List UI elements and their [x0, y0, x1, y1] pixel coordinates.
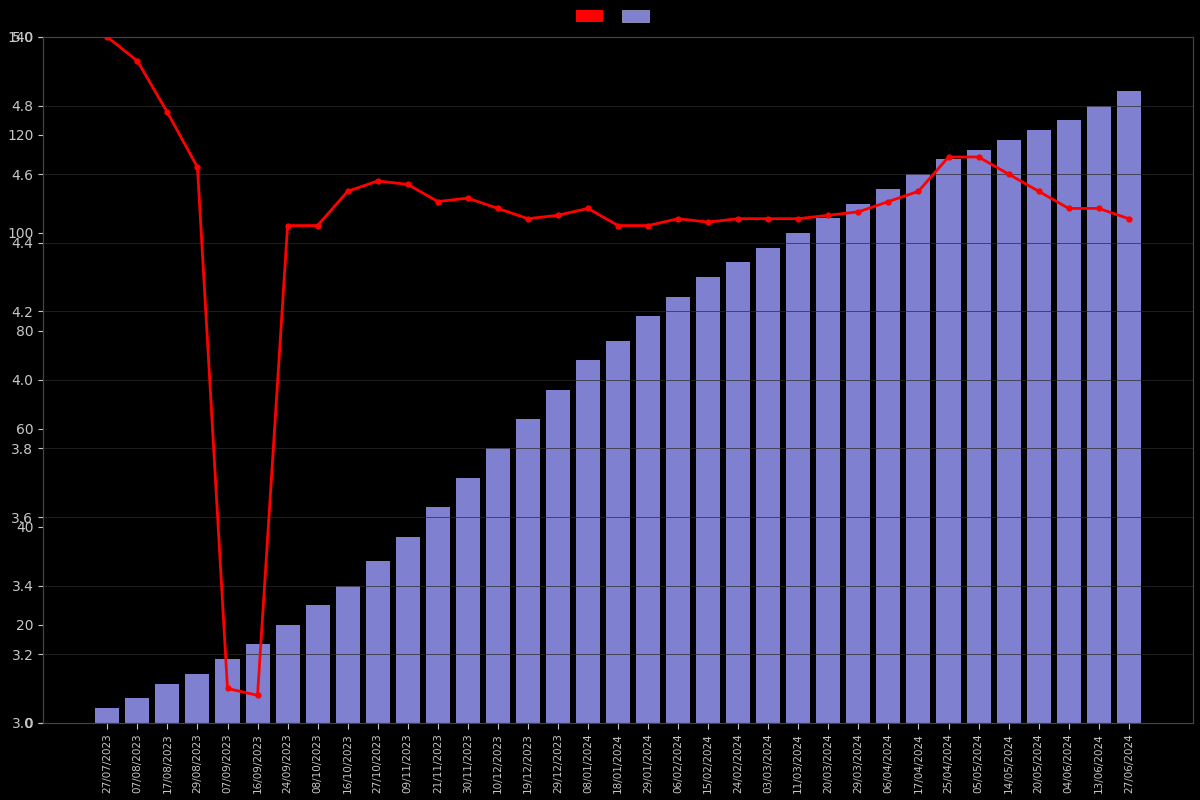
- Bar: [546, 390, 570, 722]
- Bar: [276, 625, 300, 722]
- Bar: [816, 218, 840, 722]
- Bar: [786, 233, 810, 722]
- Bar: [756, 247, 780, 722]
- Bar: [1117, 91, 1141, 722]
- Bar: [696, 277, 720, 722]
- Bar: [1057, 120, 1081, 722]
- Bar: [456, 478, 480, 722]
- Bar: [516, 419, 540, 722]
- Bar: [155, 683, 180, 722]
- Bar: [726, 262, 750, 722]
- Bar: [216, 659, 240, 722]
- Bar: [486, 449, 510, 722]
- Bar: [336, 586, 360, 722]
- Bar: [576, 360, 600, 722]
- Bar: [636, 316, 660, 722]
- Bar: [125, 698, 149, 722]
- Bar: [936, 159, 960, 722]
- Bar: [186, 674, 210, 722]
- Bar: [246, 644, 270, 722]
- Bar: [366, 561, 390, 722]
- Bar: [306, 605, 330, 722]
- Bar: [426, 507, 450, 722]
- Bar: [996, 140, 1021, 722]
- Bar: [846, 203, 870, 722]
- Bar: [1027, 130, 1051, 722]
- Bar: [606, 341, 630, 722]
- Bar: [906, 174, 930, 722]
- Bar: [1087, 106, 1111, 722]
- Legend: , : ,: [569, 2, 667, 30]
- Bar: [666, 297, 690, 722]
- Bar: [966, 150, 990, 722]
- Bar: [95, 708, 119, 722]
- Bar: [396, 537, 420, 722]
- Bar: [876, 189, 900, 722]
